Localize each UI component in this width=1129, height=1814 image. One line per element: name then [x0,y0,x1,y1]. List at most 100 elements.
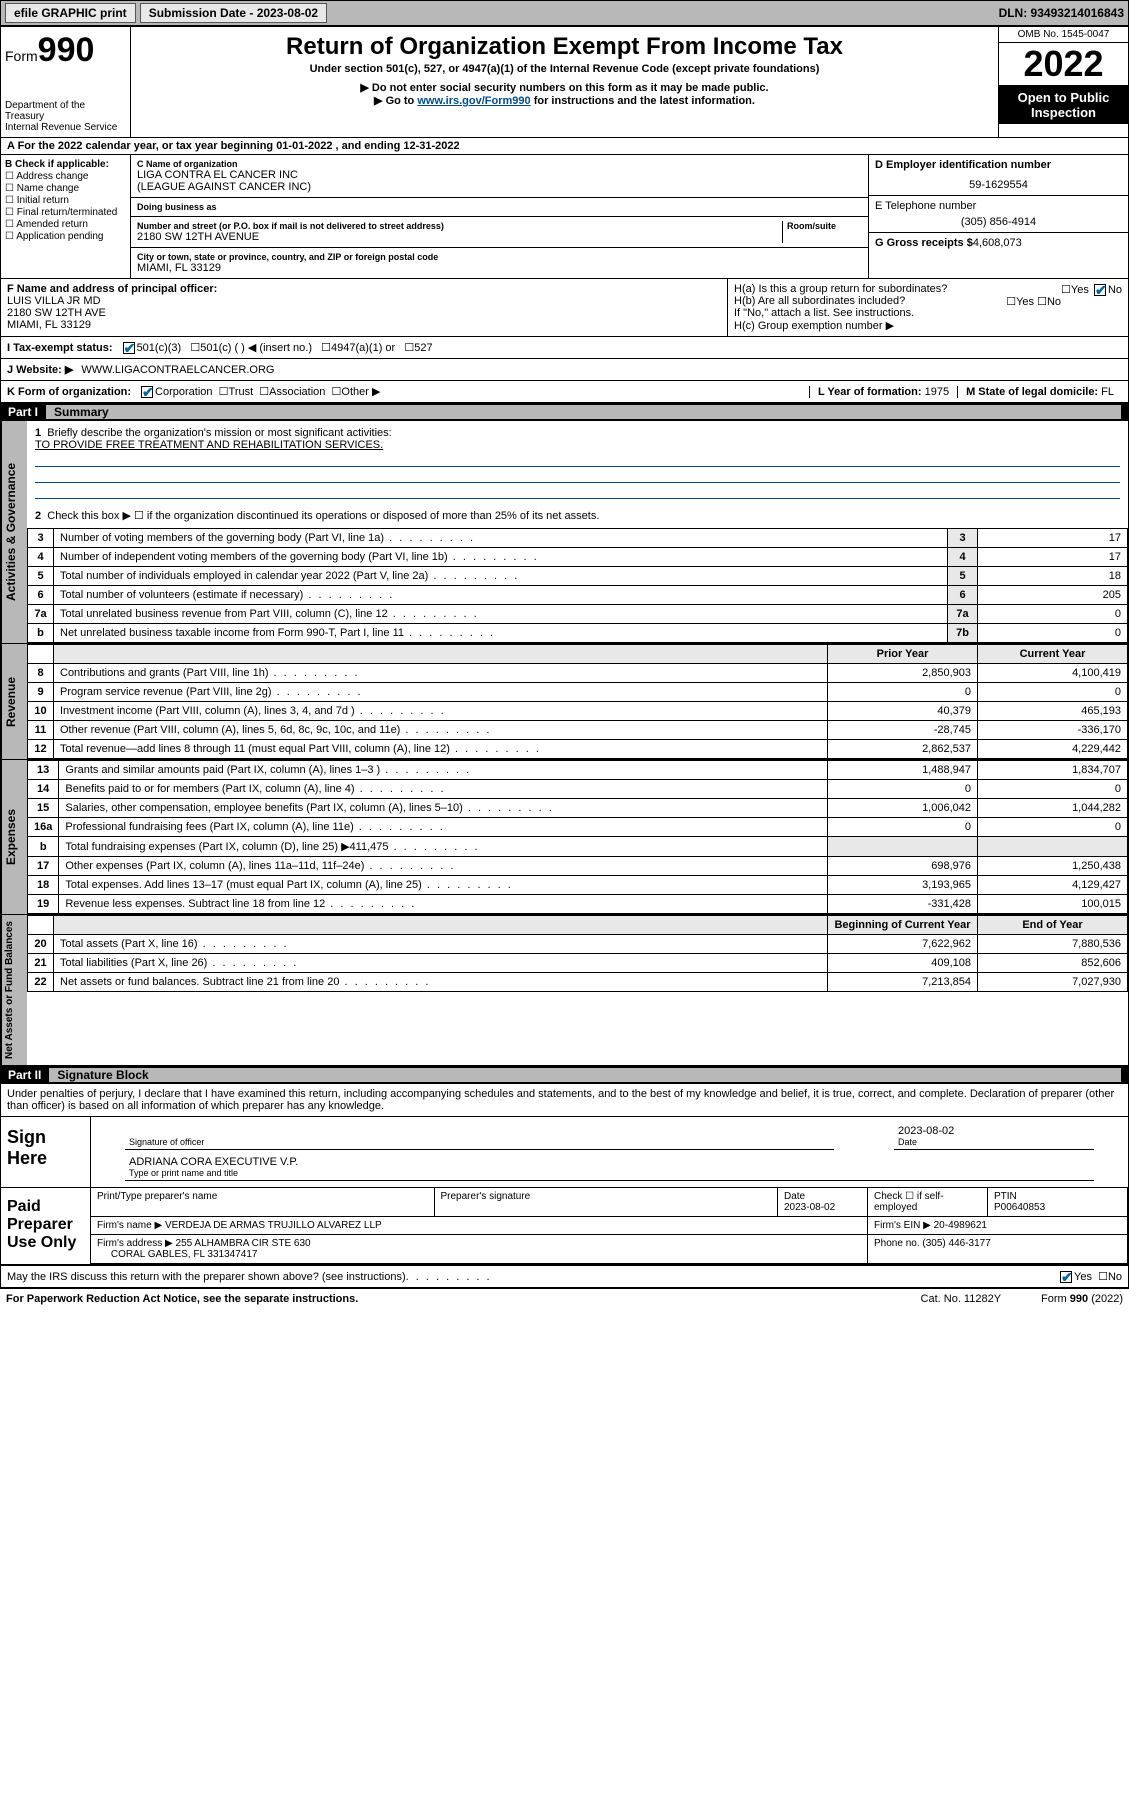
mission-blank-2 [35,469,1120,483]
expenses-section: Expenses 13Grants and similar amounts pa… [0,760,1129,915]
city-cell: City or town, state or province, country… [131,248,868,278]
mission-blank-1 [35,453,1120,467]
form-header: Form990 Department of the Treasury Inter… [0,26,1129,138]
chk-initial-return[interactable]: ☐ Initial return [5,195,126,206]
chk-app-pending[interactable]: ☐ Application pending [5,231,126,242]
hc-row: H(c) Group exemption number ▶ [734,319,1122,332]
table-row: 9Program service revenue (Part VIII, lin… [28,683,1128,702]
prep-sig-cell: Preparer's signature [435,1188,779,1217]
prep-name-cell: Print/Type preparer's name [91,1188,435,1217]
revenue-table: Prior YearCurrent Year8Contributions and… [27,644,1128,759]
mission-text: TO PROVIDE FREE TREATMENT AND REHABILITA… [35,439,383,451]
table-header: Beginning of Current YearEnd of Year [28,916,1128,935]
website-row: J Website: ▶ WWW.LIGACONTRAELCANCER.ORG [0,359,1129,381]
table-header: Prior YearCurrent Year [28,645,1128,664]
firm-ein-cell: Firm's EIN ▶ 20-4989621 [868,1217,1128,1235]
dba-cell: Doing business as [131,198,868,217]
expenses-table: 13Grants and similar amounts paid (Part … [27,760,1128,914]
table-row: 7aTotal unrelated business revenue from … [28,605,1128,624]
typed-name-field: ADRIANA CORA EXECUTIVE V.P.Type or print… [125,1154,1094,1181]
address-cell: Number and street (or P.O. box if mail i… [131,217,868,248]
omb-number: OMB No. 1545-0047 [999,27,1128,43]
netassets-section: Net Assets or Fund Balances Beginning of… [0,915,1129,1066]
mission-label: Briefly describe the organization's miss… [47,427,391,439]
sig-date-field: 2023-08-02Date [894,1123,1094,1150]
officer-label: F Name and address of principal officer: [7,283,721,295]
hb-row: H(b) Are all subordinates included? ☐Yes… [734,295,1122,307]
may-irs-yes[interactable] [1060,1271,1072,1283]
chk-corp[interactable] [141,386,153,398]
irs-label: Internal Revenue Service [5,122,126,133]
part1-header: Part I Summary [0,403,1129,421]
mission-blank-3 [35,485,1120,499]
table-row: 18Total expenses. Add lines 13–17 (must … [28,876,1128,895]
org-info-block: B Check if applicable: ☐ Address change … [0,155,1129,279]
footer: For Paperwork Reduction Act Notice, see … [0,1288,1129,1309]
officer-addr1: 2180 SW 12TH AVE [7,307,721,319]
penalties-text: Under penalties of perjury, I declare th… [0,1084,1129,1116]
table-row: 8Contributions and grants (Part VIII, li… [28,664,1128,683]
table-row: 11Other revenue (Part VIII, column (A), … [28,721,1128,740]
chk-amended[interactable]: ☐ Amended return [5,219,126,230]
table-row: 10Investment income (Part VIII, column (… [28,702,1128,721]
submission-date-btn[interactable]: Submission Date - 2023-08-02 [140,3,327,23]
row-a-period: A For the 2022 calendar year, or tax yea… [0,138,1129,155]
revenue-tab: Revenue [1,644,27,759]
hb-note: If "No," attach a list. See instructions… [734,307,1122,319]
table-row: 3Number of voting members of the governi… [28,529,1128,548]
signature-block: Sign Here Signature of officer 2023-08-0… [0,1116,1129,1266]
prep-date-cell: Date2023-08-02 [778,1188,868,1217]
table-row: 20Total assets (Part X, line 16)7,622,96… [28,935,1128,954]
chk-501c3[interactable] [123,342,135,354]
table-row: 17Other expenses (Part IX, column (A), l… [28,857,1128,876]
form-subtitle: Under section 501(c), 527, or 4947(a)(1)… [139,63,990,75]
chk-final-return[interactable]: ☐ Final return/terminated [5,207,126,218]
tax-year: 2022 [999,43,1128,86]
ein-cell: D Employer identification number 59-1629… [869,155,1128,196]
org-name-cell: C Name of organization LIGA CONTRA EL CA… [131,155,868,198]
gross-cell: G Gross receipts $4,608,073 [869,233,1128,253]
table-row: 14Benefits paid to or for members (Part … [28,780,1128,799]
pra-notice: For Paperwork Reduction Act Notice, see … [6,1293,881,1305]
phone-cell: E Telephone number (305) 856-4914 [869,196,1128,233]
efile-print-btn[interactable]: efile GRAPHIC print [5,3,136,23]
table-row: 21Total liabilities (Part X, line 26)409… [28,954,1128,973]
ssn-note: ▶ Do not enter social security numbers o… [139,81,990,94]
officer-sig-field[interactable]: Signature of officer [125,1123,834,1150]
revenue-section: Revenue Prior YearCurrent Year8Contribut… [0,644,1129,760]
dln-label: DLN: 93493214016843 [999,6,1124,20]
table-row: 15Salaries, other compensation, employee… [28,799,1128,818]
form-number: Form990 [5,31,126,70]
officer-group-block: F Name and address of principal officer:… [0,279,1129,337]
ha-no-check[interactable] [1094,284,1106,296]
table-row: 13Grants and similar amounts paid (Part … [28,761,1128,780]
chk-name-change[interactable]: ☐ Name change [5,183,126,194]
table-row: bTotal fundraising expenses (Part IX, co… [28,837,1128,857]
form-org-row: K Form of organization: Corporation ☐ Tr… [0,381,1129,403]
irs-link[interactable]: www.irs.gov/Form990 [417,95,530,107]
chk-address-change[interactable]: ☐ Address change [5,171,126,182]
governance-section: Activities & Governance 1 Briefly descri… [0,421,1129,644]
governance-tab: Activities & Governance [1,421,27,643]
table-row: 16aProfessional fundraising fees (Part I… [28,818,1128,837]
firm-phone-cell: Phone no. (305) 446-3177 [868,1235,1128,1264]
paid-preparer-grid: Print/Type preparer's name Preparer's si… [91,1188,1128,1264]
form-ref: Form 990 (2022) [1041,1293,1123,1305]
website-value: WWW.LIGACONTRAELCANCER.ORG [81,364,274,376]
cat-no: Cat. No. 11282Y [921,1293,1002,1305]
open-public-badge: Open to Public Inspection [999,86,1128,124]
col-b-checkboxes: B Check if applicable: ☐ Address change … [1,155,131,278]
dept-treasury: Department of the Treasury [5,100,126,122]
ptin-cell: PTINP00640853 [988,1188,1128,1217]
goto-note: ▶ Go to www.irs.gov/Form990 for instruct… [139,94,990,107]
table-row: 22Net assets or fund balances. Subtract … [28,973,1128,992]
ha-row: H(a) Is this a group return for subordin… [734,283,1122,295]
part2-header: Part II Signature Block [0,1066,1129,1084]
sign-here-label: Sign Here [1,1117,91,1187]
governance-table: 3Number of voting members of the governi… [27,528,1128,643]
table-row: 5Total number of individuals employed in… [28,567,1128,586]
table-row: 19Revenue less expenses. Subtract line 1… [28,895,1128,914]
table-row: 12Total revenue—add lines 8 through 11 (… [28,740,1128,759]
line2-text: Check this box ▶ ☐ if the organization d… [47,510,599,522]
firm-name-cell: Firm's name ▶ VERDEJA DE ARMAS TRUJILLO … [91,1217,868,1235]
